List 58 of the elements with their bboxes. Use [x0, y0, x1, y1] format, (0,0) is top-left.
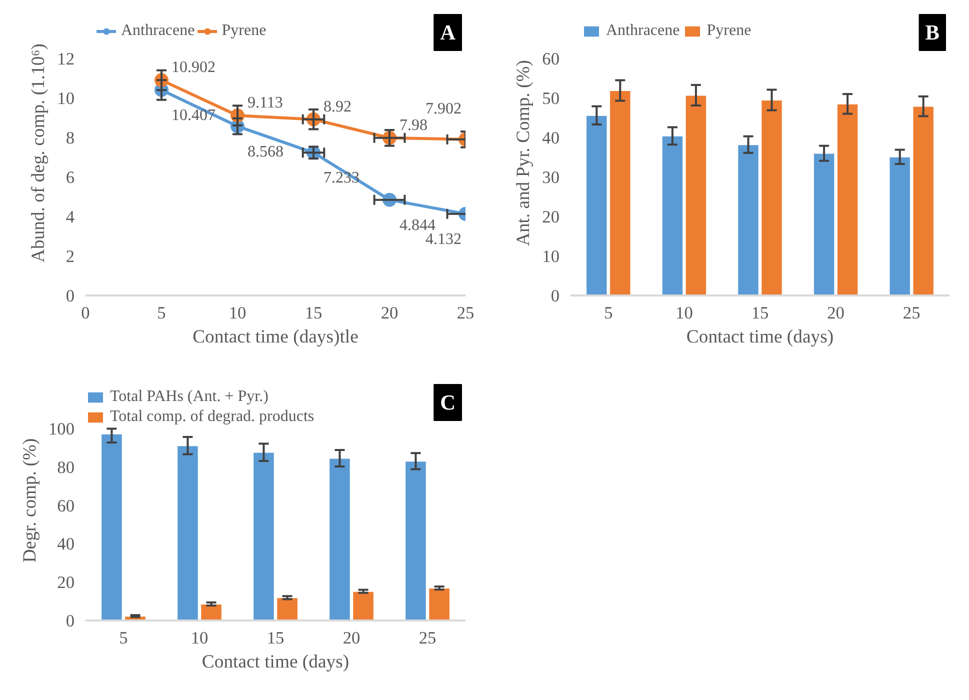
x-tick-label: 20 [827, 304, 844, 322]
x-tick-label: 25 [456, 304, 474, 322]
y-tick-label: 100 [48, 420, 75, 438]
y-tick-label: 10 [542, 247, 560, 266]
data-label: 10.407 [172, 106, 216, 124]
x-tick-label: 25 [902, 304, 920, 322]
x-tick-label: 15 [266, 628, 284, 648]
legend-label: Pyrene [706, 22, 752, 40]
legend-label: Total comp. of degrad. products [110, 408, 314, 426]
y-tick-label: 0 [66, 286, 75, 306]
y-tick-label: 30 [542, 168, 560, 187]
x-tick-label: 10 [190, 628, 208, 648]
data-label: 10.902 [172, 59, 216, 76]
x-axis-title: Contact time (days)tle [192, 326, 358, 348]
x-tick-label: 5 [157, 304, 166, 322]
y-tick-label: 20 [542, 208, 560, 226]
y-tick-label: 0 [550, 286, 560, 306]
x-tick-label: 20 [380, 304, 398, 322]
y-axis-title: Degr. comp. (%) [20, 438, 41, 563]
x-tick-label: 10 [228, 304, 246, 322]
y-tick-label: 4 [66, 208, 75, 226]
y-tick-label: 2 [66, 247, 75, 266]
x-tick-label: 5 [604, 304, 613, 322]
x-tick-label: 15 [751, 304, 769, 322]
y-axis-title: Abund. of deg. comp. (1.10⁶) [28, 44, 50, 262]
y-tick-label: 12 [57, 50, 74, 68]
x-tick-label: 20 [342, 628, 360, 648]
data-label: 8.568 [248, 143, 284, 160]
text: B [925, 20, 940, 44]
y-tick-label: 80 [57, 458, 74, 477]
x-tick-label: 10 [676, 304, 693, 322]
y-tick-label: 6 [66, 168, 75, 187]
x-tick-label: 5 [119, 628, 128, 648]
y-tick-label: 60 [542, 50, 560, 68]
x-axis-title: Contact time (days) [202, 652, 350, 672]
data-label: 8.92 [324, 98, 352, 116]
y-tick-label: 40 [57, 534, 74, 554]
y-tick-label: 0 [66, 612, 75, 630]
legend-label: Anthracene [121, 22, 195, 40]
data-label: 9.113 [248, 94, 283, 112]
y-tick-label: 10 [57, 89, 74, 108]
text: A [440, 20, 456, 44]
legend-label: Anthracene [606, 22, 680, 40]
y-tick-label: 20 [57, 573, 74, 592]
data-label: 7.98 [400, 116, 428, 134]
y-tick-label: 40 [542, 128, 560, 148]
x-axis-title: Contact time (days) [686, 326, 834, 348]
legend-label: Pyrene [222, 22, 266, 40]
x-tick-label: 15 [304, 304, 322, 322]
y-tick-label: 8 [66, 128, 75, 148]
text: C [440, 390, 456, 414]
x-tick-label: 0 [81, 304, 90, 322]
legend-label: Total PAHs (Ant. + Pyr.) [110, 388, 268, 406]
data-label: 7.902 [426, 100, 462, 118]
y-axis-title: Ant. and Pyr. Comp. (%) [513, 60, 534, 246]
x-tick-label: 25 [418, 628, 436, 648]
y-tick-label: 60 [57, 496, 74, 516]
y-tick-label: 50 [542, 89, 560, 108]
